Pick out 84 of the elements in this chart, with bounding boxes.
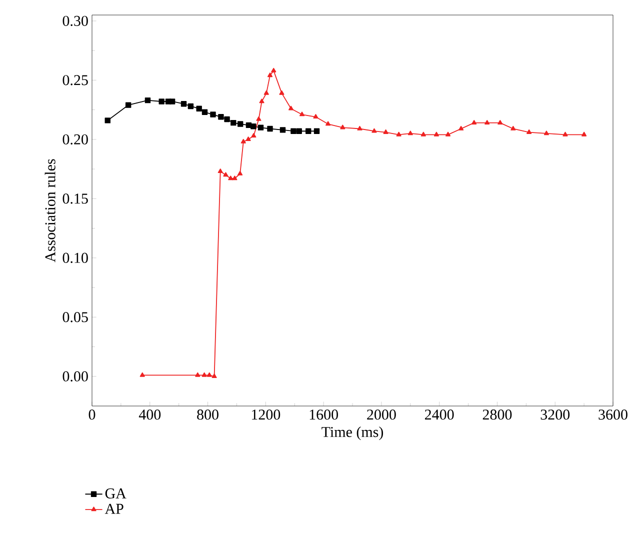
legend-label: AP <box>104 504 124 514</box>
point <box>259 98 264 104</box>
legend-label: GA <box>105 488 126 498</box>
point <box>340 124 346 130</box>
point <box>544 130 549 136</box>
x-tick-label: 2400 <box>424 410 454 420</box>
point <box>238 170 243 176</box>
point <box>484 120 490 124</box>
point <box>158 98 164 104</box>
point <box>498 120 503 124</box>
x-tick-label: 1200 <box>252 410 280 420</box>
x-tick-label: 1600 <box>310 410 338 420</box>
x-axis-title: Time (ms) <box>322 426 384 440</box>
point <box>280 127 286 133</box>
point <box>408 130 413 136</box>
y-axis-title: Association rules <box>44 159 56 262</box>
point <box>271 68 276 72</box>
point <box>212 374 217 378</box>
point <box>279 90 284 95</box>
y-tick-label: 0.20 <box>62 134 88 145</box>
point <box>195 372 200 377</box>
x-tick-label: 3200 <box>540 410 570 420</box>
y-tick-label: 0.30 <box>62 16 88 26</box>
y-tick-label: 0.05 <box>62 312 88 322</box>
point <box>196 106 202 112</box>
point <box>210 112 216 118</box>
x-tick-label: 400 <box>138 410 161 420</box>
point <box>434 132 439 136</box>
point <box>188 103 194 110</box>
point <box>383 129 388 134</box>
point <box>290 128 296 134</box>
y-tick-label: 0.10 <box>62 252 88 263</box>
point <box>256 116 262 121</box>
point <box>251 133 256 138</box>
point <box>169 98 176 104</box>
point <box>140 372 145 377</box>
point <box>228 176 234 180</box>
point <box>372 128 377 133</box>
point <box>420 132 426 136</box>
point <box>180 101 187 107</box>
point <box>125 102 132 108</box>
point <box>326 121 331 126</box>
point <box>224 116 230 122</box>
point <box>582 132 587 136</box>
point <box>250 124 256 130</box>
point <box>218 114 224 120</box>
point <box>526 129 532 134</box>
point <box>296 128 302 134</box>
point <box>396 132 402 136</box>
point <box>357 126 362 130</box>
point <box>144 97 151 104</box>
point <box>237 121 244 127</box>
point <box>104 118 110 124</box>
point <box>267 126 273 132</box>
y-tick-label: 0.00 <box>62 371 88 382</box>
point <box>206 372 212 377</box>
point <box>267 72 273 78</box>
point <box>230 120 236 126</box>
point <box>313 114 318 119</box>
point <box>562 132 568 136</box>
point <box>240 138 246 144</box>
point <box>264 90 269 95</box>
x-tick-label: 3600 <box>598 410 628 420</box>
y-tick-label: 0.15 <box>62 194 88 204</box>
point <box>306 128 312 134</box>
point <box>202 372 207 377</box>
y-tick-label: 0.25 <box>62 75 88 86</box>
x-tick-label: 2000 <box>367 410 396 420</box>
point <box>445 132 451 136</box>
point <box>223 172 228 177</box>
point <box>246 136 251 142</box>
x-tick-label: 800 <box>197 410 218 420</box>
point <box>472 120 477 124</box>
point <box>510 126 516 130</box>
point <box>218 168 223 174</box>
point <box>288 106 294 110</box>
x-tick-label: 0 <box>88 410 96 420</box>
point <box>314 128 320 134</box>
point <box>458 126 464 130</box>
point <box>232 176 238 180</box>
point <box>299 112 305 116</box>
point <box>202 109 208 116</box>
x-tick-label: 2800 <box>482 410 512 420</box>
point <box>258 124 264 130</box>
